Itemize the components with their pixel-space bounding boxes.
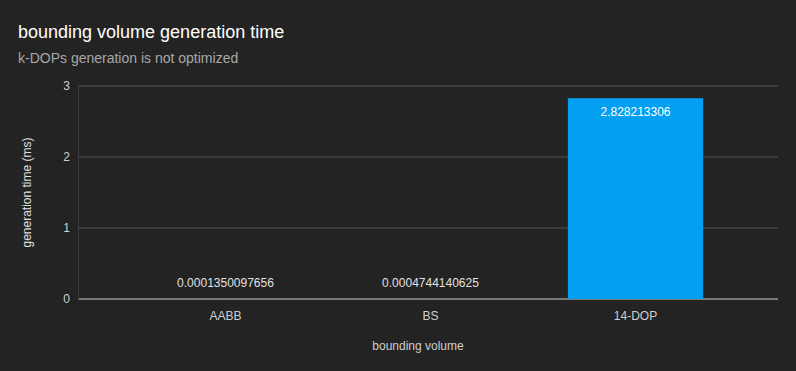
- x-tick: AABB: [209, 299, 241, 323]
- x-tick: BS: [422, 299, 438, 323]
- y-tick: 1: [63, 221, 78, 235]
- y-tick: 0: [63, 292, 78, 306]
- x-tick-label: BS: [422, 309, 438, 323]
- x-axis-title: bounding volume: [372, 339, 464, 353]
- y-tick-label: 1: [63, 221, 70, 235]
- y-axis-title: generation time (ms): [20, 137, 34, 247]
- x-tick-label: 14-DOP: [614, 309, 657, 323]
- bar: [568, 98, 703, 299]
- chart: bounding volume generation time k-DOPs ge…: [0, 0, 796, 371]
- bar: [158, 298, 293, 299]
- y-tick: 3: [63, 79, 78, 93]
- bar: [363, 298, 498, 299]
- x-axis-line: [124, 299, 739, 300]
- data-label: 0.0001350097656: [177, 276, 274, 290]
- background: [0, 0, 796, 371]
- data-label: 0.0004744140625: [382, 276, 479, 290]
- y-tick-label: 3: [63, 79, 70, 93]
- y-tick-label: 0: [63, 292, 70, 306]
- bars: [158, 98, 703, 299]
- subtitle: k-DOPs generation is not optimized: [18, 50, 238, 66]
- y-tick: 2: [63, 150, 78, 164]
- title: bounding volume generation time: [18, 22, 284, 42]
- plot: 0 1 2 3 AABB BS 14-DOP 0.0001350097656 0.0004744…: [63, 79, 778, 322]
- x-axis: AABB BS 14-DOP: [124, 299, 739, 323]
- x-tick-label: AABB: [209, 309, 241, 323]
- grid: [78, 86, 778, 299]
- y-axis: 0 1 2 3: [63, 79, 78, 306]
- y-tick-label: 2: [63, 150, 70, 164]
- data-labels: 0.0001350097656 0.0004744140625 2.82821330…: [177, 105, 671, 290]
- y-axis-line: [78, 87, 79, 300]
- data-label: 2.828213306: [600, 105, 670, 119]
- grid-line: [78, 86, 778, 87]
- x-tick: 14-DOP: [614, 299, 657, 323]
